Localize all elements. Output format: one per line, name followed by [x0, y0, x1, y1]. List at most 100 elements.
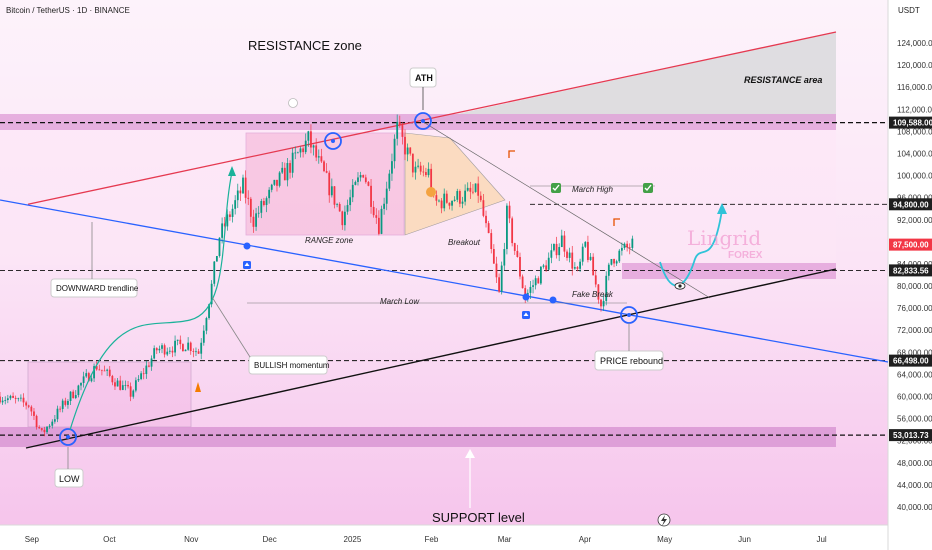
- price-level-tag: [889, 198, 932, 211]
- candle-body: [25, 402, 28, 406]
- candle-body: [367, 182, 370, 186]
- candle-body: [545, 265, 548, 270]
- candle-body: [236, 190, 239, 201]
- candle-body: [155, 348, 158, 351]
- candle-body: [43, 429, 46, 433]
- candle-body: [341, 211, 344, 226]
- candle-body: [346, 205, 349, 212]
- candle-body: [511, 218, 514, 244]
- price-level-tag: [889, 264, 932, 277]
- candle-body: [500, 265, 503, 292]
- candle-body: [87, 373, 90, 382]
- price-level-tag: [889, 429, 932, 442]
- candle-body: [422, 171, 425, 173]
- candle-body: [163, 345, 166, 355]
- watermark-brand: Lingrid: [687, 226, 761, 250]
- candle-body: [487, 223, 490, 234]
- candle-body: [61, 400, 64, 409]
- resistance-area-label: RESISTANCE area: [744, 75, 822, 85]
- candle-body: [472, 191, 474, 193]
- y-axis[interactable]: 124,000.00 120,000.00 116,000.00 112,000.00…: [897, 39, 932, 512]
- candle-body: [134, 380, 137, 391]
- candle-body: [560, 235, 563, 248]
- overlay-layer: [59, 98, 727, 446]
- candle-body: [307, 131, 310, 141]
- candle-body: [153, 348, 156, 359]
- up-arrow-glyph: [523, 312, 529, 316]
- check-mark: [644, 184, 652, 192]
- support-level-arrowhead: [465, 449, 475, 458]
- candle-body: [409, 147, 412, 154]
- candle-body: [558, 247, 561, 256]
- candle-body: [620, 247, 623, 251]
- lightning-icon[interactable]: [657, 513, 671, 527]
- x-tick-label: Feb: [425, 535, 439, 544]
- candle-body: [438, 200, 440, 202]
- y-tick-label: 80,000.00: [897, 282, 932, 291]
- x-tick-label: Oct: [103, 535, 116, 544]
- candle-body: [628, 247, 631, 249]
- candle-body: [610, 258, 613, 265]
- candle-body: [516, 250, 519, 258]
- candle-body: [330, 186, 333, 196]
- x-axis[interactable]: Sep Oct Nov Dec 2025 Feb Mar Apr May Jun Jul: [25, 535, 827, 544]
- ath-label: ATH: [415, 73, 433, 83]
- candle-body: [22, 397, 25, 403]
- candle-body: [158, 348, 161, 351]
- highlight-dot: [627, 313, 631, 317]
- candle-body: [255, 213, 257, 227]
- candle-body: [626, 243, 629, 248]
- candle-body: [189, 342, 192, 352]
- highlight-circle: [59, 428, 77, 446]
- price-level-tag-text: 87,500.00: [893, 241, 929, 250]
- candle-body: [547, 257, 550, 270]
- candle-body: [140, 373, 143, 380]
- y-tick-label: 112,000.00: [897, 105, 932, 114]
- momentum-arrowhead: [228, 166, 236, 176]
- candle-body: [296, 152, 299, 154]
- candle-body: [430, 168, 433, 193]
- price-level-tag: [889, 116, 932, 129]
- candle-body: [404, 136, 406, 155]
- low-label: LOW: [59, 474, 80, 484]
- candle-body: [9, 395, 12, 399]
- highlight-circle: [324, 132, 342, 150]
- candle-body: [333, 186, 336, 205]
- candle-body: [202, 330, 205, 343]
- candle-body: [208, 304, 210, 319]
- candle-body: [95, 366, 98, 370]
- price-level-tag-text: 53,013.73: [893, 431, 929, 440]
- downward-trendline-box: [50, 278, 138, 298]
- candle-body: [187, 342, 190, 350]
- candle-body: [6, 398, 9, 401]
- rocket-icon: [195, 382, 201, 392]
- candle-body: [555, 243, 558, 256]
- candle-body: [40, 428, 43, 430]
- support-band: [0, 427, 836, 447]
- candle-body: [276, 179, 278, 186]
- candle-body: [268, 189, 271, 199]
- candle-body: [132, 390, 135, 397]
- candle-body: [362, 175, 365, 178]
- candle-body: [411, 153, 414, 173]
- currency-label[interactable]: USDT: [898, 6, 920, 15]
- candle-body: [490, 233, 493, 250]
- candle-body: [142, 373, 145, 375]
- candle-body: [270, 184, 273, 190]
- candle-body: [195, 351, 197, 353]
- candle-body: [210, 283, 213, 305]
- candle-body: [354, 181, 357, 185]
- candle-body: [111, 375, 114, 383]
- y-tick-label: 116,000.00: [897, 83, 932, 92]
- candle-body: [27, 405, 30, 407]
- candle-body: [508, 205, 511, 219]
- trendline-touch-dot: [549, 296, 557, 304]
- price-rebound-label: PRICE rebound: [600, 356, 663, 366]
- candle-body: [17, 398, 20, 400]
- march-low-label: March Low: [380, 297, 420, 306]
- candle-body: [456, 191, 459, 200]
- highlight-dot: [66, 435, 70, 439]
- candle-body: [82, 376, 85, 383]
- levels-layer: [0, 122, 888, 436]
